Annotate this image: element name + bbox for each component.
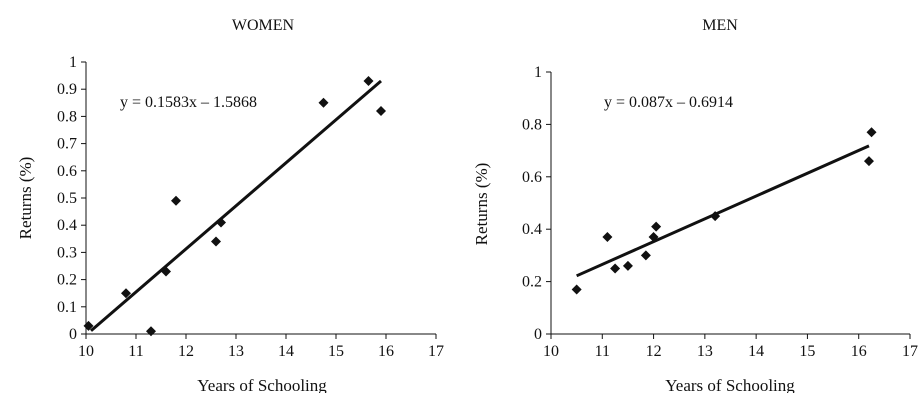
y-tick-label: 0.2: [57, 272, 77, 289]
x-tick-label: 10: [543, 343, 559, 360]
x-tick-label: 11: [595, 343, 610, 360]
y-tick-label: 0.4: [522, 221, 542, 238]
data-point: [602, 232, 613, 243]
data-point: [651, 221, 662, 232]
data-point: [610, 263, 621, 274]
y-tick-label: 0.1: [57, 299, 77, 316]
data-point: [83, 320, 94, 331]
y-tick-label: 0.2: [522, 274, 542, 291]
chart-men: MEN y = 0.087x – 0.6914 Years of Schooli…: [472, 17, 918, 393]
y-tick-label: 1: [534, 64, 542, 81]
data-point: [363, 76, 374, 87]
y-axis-label: Returns (%): [472, 163, 491, 246]
data-point: [376, 105, 386, 116]
x-tick-label: 14: [278, 343, 294, 360]
x-tick-label: 16: [851, 343, 867, 360]
y-tick-label: 0.8: [522, 116, 542, 133]
x-tick-label: 11: [128, 343, 143, 360]
data-point: [171, 195, 181, 206]
trend-line: [576, 144, 870, 278]
y-tick-label: 0.4: [57, 217, 77, 234]
y-tick-label: 0: [69, 326, 77, 343]
data-point: [640, 250, 651, 261]
x-tick-label: 13: [228, 343, 244, 360]
data-point: [318, 97, 329, 108]
data-point: [863, 156, 874, 167]
x-tick-label: 17: [902, 343, 918, 360]
data-point: [710, 211, 721, 222]
x-tick-label: 15: [799, 343, 815, 360]
chart-title: WOMEN: [232, 17, 295, 34]
y-tick-label: 1: [69, 54, 77, 71]
trendline-equation: y = 0.1583x – 1.5868: [120, 94, 257, 111]
y-tick-label: 0.7: [57, 136, 77, 153]
y-axis-label: Returns (%): [16, 157, 35, 240]
data-point: [571, 284, 582, 295]
y-tick-label: 0.8: [57, 108, 77, 125]
data-point: [648, 232, 659, 243]
trend-line: [90, 79, 382, 332]
x-axis-label: Years of Schooling: [665, 376, 795, 393]
x-tick-label: 10: [78, 343, 94, 360]
x-tick-label: 12: [646, 343, 662, 360]
y-tick-label: 0.3: [57, 244, 77, 261]
y-tick-label: 0.6: [522, 169, 542, 186]
x-tick-label: 12: [178, 343, 194, 360]
trendline-equation: y = 0.087x – 0.6914: [604, 94, 733, 111]
x-axis-label: Years of Schooling: [197, 376, 327, 393]
y-tick-label: 0.5: [57, 190, 77, 207]
data-point: [622, 260, 633, 271]
data-point: [121, 288, 131, 299]
x-tick-label: 16: [378, 343, 394, 360]
x-tick-label: 13: [697, 343, 713, 360]
x-tick-label: 15: [328, 343, 344, 360]
data-point: [216, 217, 226, 228]
data-point: [866, 127, 877, 138]
x-tick-label: 17: [428, 343, 444, 360]
chart-title: MEN: [702, 17, 738, 34]
data-point: [146, 326, 156, 337]
y-tick-label: 0.9: [57, 81, 77, 98]
x-tick-label: 14: [748, 343, 764, 360]
data-point: [211, 236, 221, 247]
y-tick-label: 0.6: [57, 163, 77, 180]
data-point: [161, 266, 171, 277]
chart-women: WOMEN y = 0.1583x – 1.5868 Years of Scho…: [16, 17, 444, 393]
y-tick-label: 0: [534, 326, 542, 343]
